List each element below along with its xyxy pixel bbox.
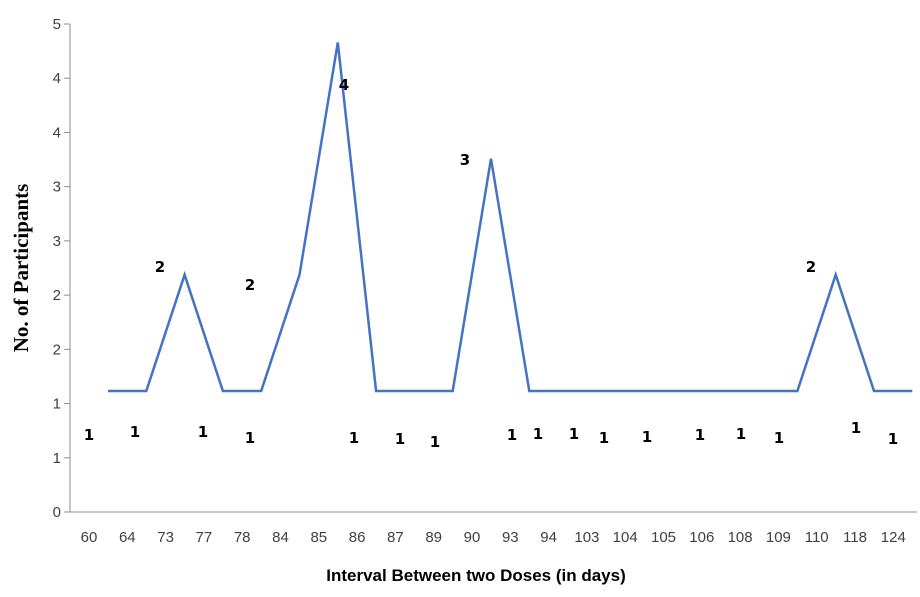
x-tick-label: 73 (157, 529, 174, 546)
data-label: 1 (642, 428, 652, 446)
x-tick-label: 104 (613, 529, 638, 546)
data-label: 1 (84, 426, 94, 444)
data-label: 2 (806, 258, 816, 276)
data-label: 1 (130, 423, 140, 441)
x-tick-label: 118 (843, 529, 867, 546)
x-tick-label: 85 (310, 529, 327, 546)
y-tick-label: 4 (53, 124, 61, 141)
data-label: 4 (339, 76, 349, 94)
data-label: 2 (155, 258, 165, 276)
x-tick-label: 64 (119, 529, 136, 546)
data-label: 1 (599, 429, 609, 447)
x-tick-label: 77 (196, 529, 213, 546)
x-tick-label: 124 (881, 529, 906, 546)
y-tick-label: 3 (53, 179, 61, 196)
data-label: 1 (569, 425, 579, 443)
x-tick-label: 103 (574, 529, 599, 546)
x-tick-label: 106 (689, 529, 714, 546)
y-tick-label: 1 (53, 396, 61, 413)
x-tick-label: 86 (349, 529, 366, 546)
series-group (108, 42, 913, 393)
x-tick-label: 94 (540, 529, 557, 546)
data-label: 1 (430, 433, 440, 451)
x-tick-label: 105 (651, 529, 676, 546)
axes (64, 23, 917, 513)
y-tick-label: 4 (53, 70, 61, 87)
y-tick-label: 2 (53, 287, 61, 304)
x-tick-label: 78 (234, 529, 251, 546)
x-tick-label: 110 (805, 529, 829, 546)
x-tick-label: 87 (387, 529, 404, 546)
data-label: 1 (245, 429, 255, 447)
data-label: 1 (695, 426, 705, 444)
x-tick-label: 84 (272, 529, 289, 546)
y-tick-label: 1 (53, 450, 61, 467)
data-label: 1 (888, 430, 898, 448)
x-tick-labels: 60 64 73 77 78 84 85 86 87 89 90 93 94 103 104 105 106 10… (81, 529, 906, 546)
data-label: 3 (460, 151, 470, 169)
data-label: 1 (395, 430, 405, 448)
y-axis-title: No. of Participants (9, 184, 33, 353)
data-label: 1 (851, 419, 861, 437)
x-axis-title: Interval Between two Doses (in days) (326, 566, 625, 585)
y-tick-label: 5 (53, 16, 61, 33)
data-label: 1 (774, 429, 784, 447)
x-tick-label: 60 (81, 529, 98, 546)
data-label: 2 (245, 276, 255, 294)
series-line (108, 42, 913, 393)
data-label: 1 (736, 425, 746, 443)
y-tick-labels: 0 1 1 2 2 3 3 4 4 5 (53, 16, 61, 521)
data-label: 1 (349, 429, 359, 447)
x-tick-label: 90 (464, 529, 481, 546)
data-label: 1 (533, 425, 543, 443)
data-label: 1 (507, 426, 517, 444)
y-tick-label: 2 (53, 341, 61, 358)
y-tick-label: 3 (53, 233, 61, 250)
x-tick-label: 109 (766, 529, 791, 546)
x-tick-label: 93 (502, 529, 519, 546)
data-label: 1 (198, 423, 208, 441)
y-tick-label: 0 (53, 504, 61, 521)
x-tick-label: 89 (425, 529, 442, 546)
x-tick-label: 108 (728, 529, 753, 546)
